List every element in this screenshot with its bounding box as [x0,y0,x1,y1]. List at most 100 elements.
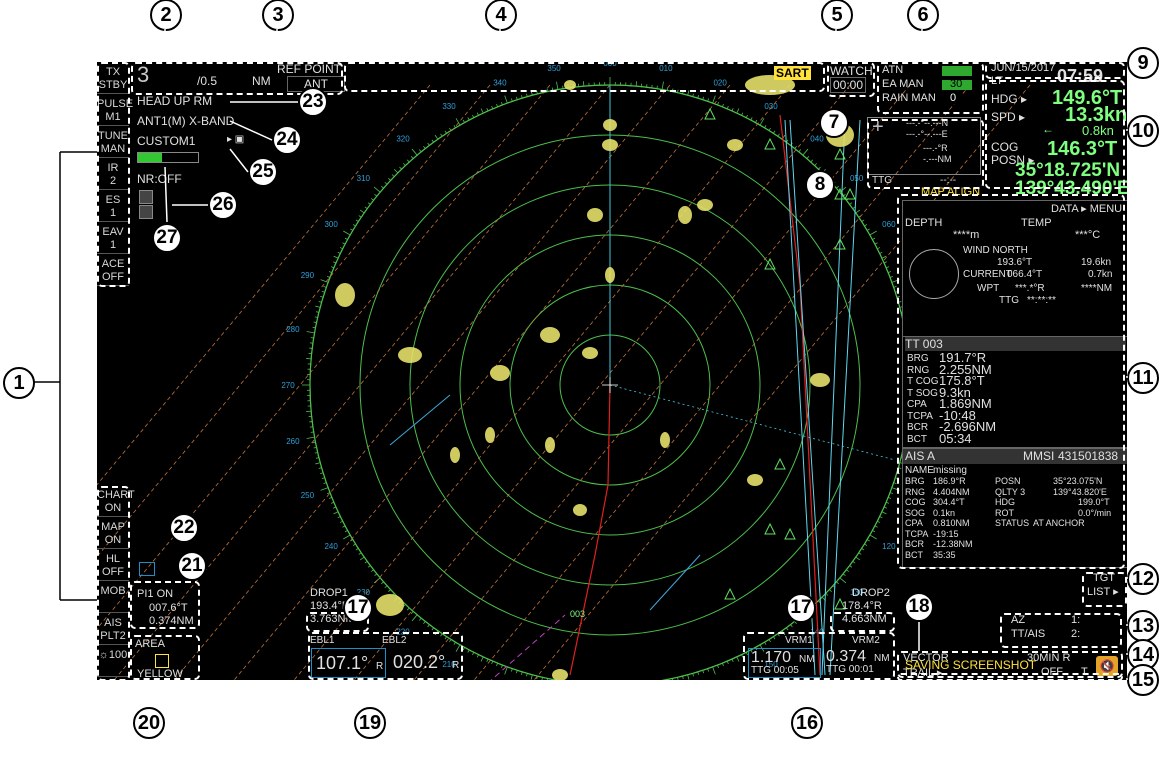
bearing-label: 250 [301,491,315,500]
cursor-lat: ---.-°--.---N [906,118,949,128]
radar-echo [582,347,598,359]
pi-label[interactable]: PI1 ON [137,588,174,600]
left-menu-button[interactable]: ACE OFF [97,254,129,286]
bearing-tick [692,673,694,677]
ais-field-label: BCT [905,549,923,560]
gain-value: 30 [950,78,963,90]
bearing-tick [318,301,322,303]
posn-label[interactable]: POSN ▸ [991,153,1035,167]
bearing-tick [444,130,447,134]
bearing-tick [453,641,456,645]
custom-mode[interactable]: CUSTOM1 [137,134,196,148]
bearing-tick [842,573,846,576]
hdg-label[interactable]: HDG ▸ [991,92,1028,106]
bearing-tick [883,261,887,264]
bearing-tick [888,497,892,499]
data-menu-button[interactable]: DATA ▸ MENU [1051,203,1123,215]
left-menu-button[interactable]: AIS PLT2 [97,613,129,645]
ebl1-value-box[interactable]: 107.1° R [311,648,386,678]
ais-title: AIS A [905,449,936,463]
target-list-button[interactable]: LIST ▸ [1087,586,1119,598]
antenna-select[interactable]: ANT1(M) X-BAND [137,114,235,128]
menu-button-value: ON [104,534,122,546]
radar-echo [810,373,830,387]
radar-echo [727,139,743,151]
bearing-tick [370,569,374,572]
ais-field-label: COG [905,497,926,507]
left-menu-button[interactable]: ☼100 [97,645,129,677]
vrm1-value-box[interactable]: 1.170 NM TTG 00:05 [748,648,821,678]
left-menu-button[interactable]: TUNE MAN [97,126,129,158]
watch-time[interactable]: 00:00 [830,77,867,93]
left-menu-button[interactable]: MAP ON [97,517,129,549]
radar-echo [697,199,713,211]
left-menu-button[interactable]: EAV 1 [97,222,129,254]
area-icon[interactable] [155,654,169,668]
trail-mode[interactable]: T [1081,666,1088,678]
chart-line [173,84,671,680]
range-unit: NM [252,74,271,88]
callout-region [743,632,895,680]
area-color[interactable]: YELLOW [137,668,183,680]
bearing-tick [403,163,406,166]
bearing-tick [879,251,883,254]
left-menu-button[interactable]: TX STBY [97,62,129,94]
tt-field-label: T SOG [907,387,938,399]
ebl2-value[interactable]: 020.2° [393,652,446,672]
vector-label[interactable]: VECTOR [903,652,949,664]
custom-arrow-icon[interactable]: ▸ ▣ [227,134,245,145]
buzzer-mute-button[interactable]: 🔇 [1096,656,1118,676]
tt-field-label: BRG [907,353,929,364]
bearing-tick [388,589,391,592]
left-menu-button[interactable]: PULSE M1 [97,94,133,126]
screenshot-cursor-icon[interactable] [139,562,155,576]
tt-field-value: 05:34 [939,430,972,446]
bearing-tick [872,530,876,533]
latitude-value: 35°18.725'N [1015,160,1121,181]
bearing-tick [702,96,705,100]
bearing-tick [350,228,354,231]
bearing-tick [350,539,354,542]
bearing-tick [384,181,388,185]
noise-reduction[interactable]: NR:OFF [137,172,182,186]
bearing-tick [717,664,719,669]
bearing-tick [731,658,734,662]
left-menu-button[interactable]: HL OFF [97,549,129,581]
spd-label[interactable]: SPD ▸ [991,110,1026,124]
callout-number: 26 [208,190,238,220]
gain-bar[interactable]: 30 [942,78,972,90]
menu-button-label: IR [107,162,119,174]
vrm2-value[interactable]: 0.374 [826,648,867,665]
bearing-tick [423,621,426,625]
bearing-tick [806,156,810,159]
bearing-tick [486,658,489,662]
ais-header[interactable] [903,449,1127,464]
left-menu-button[interactable]: CHART ON [97,485,135,517]
gain-bar[interactable]: 0 [942,92,972,104]
gain-bar[interactable] [942,66,972,76]
target-id-label: 003 [570,609,585,619]
sart-indicator[interactable]: SART [774,66,811,80]
bearing-label: 030 [764,102,778,111]
left-menu-button[interactable]: ES 1 [97,190,129,222]
ais-field-value: -19:15 [933,528,959,539]
bearing-tick [320,296,324,298]
area-label[interactable]: AREA [135,638,165,650]
left-menu-button[interactable]: IR 2 [97,158,129,190]
trail-status[interactable]: OFF [1041,666,1063,678]
presentation-mode[interactable]: HEAD UP RM [137,94,213,108]
bearing-tick [462,647,465,651]
ais-field-value: 186.9°R [933,476,966,486]
bearing-tick [339,247,343,250]
left-menu-button[interactable]: MOB [97,581,129,613]
tt-title[interactable]: TT 003 [905,337,1126,351]
target-list-label[interactable]: TGT [1093,572,1115,584]
bearing-tick [773,130,776,134]
vrm1-ttg: TTG 00:05 [751,665,799,676]
menu-button-value: M1 [105,111,121,123]
bearing-tick [367,565,371,568]
range-value[interactable]: 3 [137,62,150,87]
bearing-tick [419,617,422,621]
vector-time[interactable]: 30MIN R [1027,652,1071,664]
bearing-tick [449,639,452,643]
